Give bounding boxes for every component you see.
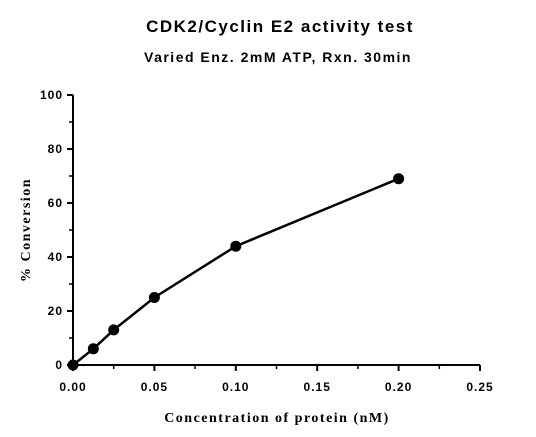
series-group — [67, 173, 405, 371]
chart-subtitle: Varied Enz. 2mM ATP, Rxn. 30min — [144, 49, 412, 65]
x-tick-label: 0.05 — [141, 380, 168, 394]
x-tick-label: 0.25 — [466, 380, 493, 394]
x-axis-label: Concentration of protein (nM) — [164, 411, 390, 426]
chart-title: CDK2/Cyclin E2 activity test — [146, 17, 414, 36]
y-axis-label: % Conversion — [19, 178, 34, 282]
data-point — [230, 240, 242, 252]
y-tick-label: 80 — [48, 142, 63, 156]
x-tick-label: 0.20 — [385, 380, 412, 394]
x-tick-label: 0.15 — [304, 380, 331, 394]
data-point — [393, 173, 405, 185]
y-tick-label: 0 — [55, 358, 63, 372]
y-tick-label: 40 — [48, 250, 63, 264]
y-tick-label: 20 — [48, 304, 63, 318]
series-line — [72, 177, 400, 366]
plot-area: 0.00 0.05 0.10 0.15 0.20 0.25 0 20 40 60 80 100 — [40, 88, 493, 394]
data-point — [87, 343, 99, 355]
y-tick-label: 100 — [40, 88, 63, 102]
y-tick-label: 60 — [48, 196, 63, 210]
x-axis-ticks: 0.00 0.05 0.10 0.15 0.20 0.25 — [59, 365, 493, 394]
x-tick-label: 0.10 — [222, 380, 249, 394]
data-point — [67, 359, 79, 371]
y-axis-ticks: 0 20 40 60 80 100 — [40, 88, 73, 372]
data-point — [108, 324, 120, 336]
x-tick-label: 0.00 — [59, 380, 86, 394]
data-point — [148, 292, 160, 303]
